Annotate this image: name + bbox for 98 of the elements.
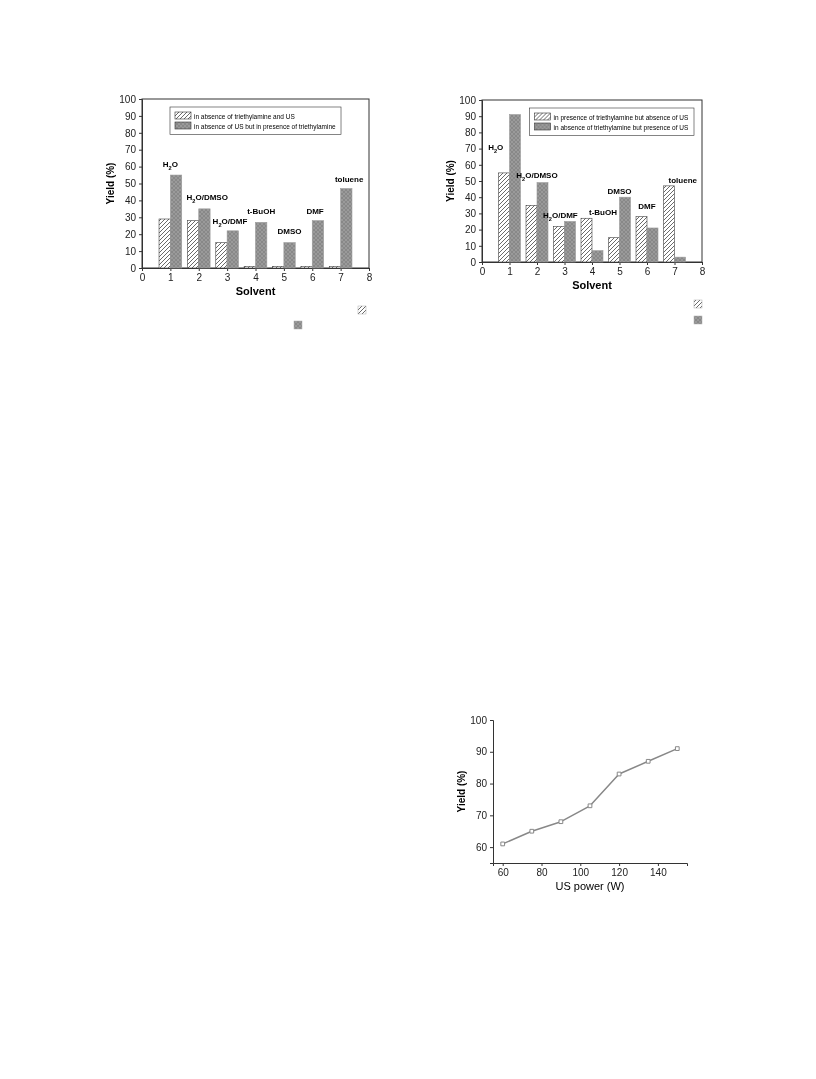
annotation: H$_{2}$O: [162, 159, 178, 171]
y-tick-label: 50: [464, 175, 477, 187]
bar: [170, 174, 183, 269]
x-tick-label: 80: [536, 867, 548, 879]
y-tick-label: 60: [464, 159, 477, 171]
bar: [198, 208, 211, 269]
y-tick-label: 90: [475, 746, 488, 758]
x-tick-label: 1: [507, 266, 514, 278]
annotation: DMF: [638, 201, 656, 211]
y-tick-label: 70: [124, 144, 137, 156]
point: [587, 803, 593, 809]
y-tick-label: 60: [475, 841, 488, 853]
point: [645, 758, 651, 764]
y-axis-title: Yield (%): [445, 160, 456, 202]
y-tick-label: 100: [470, 714, 488, 726]
bar: [591, 250, 604, 263]
y-tick-label: 20: [464, 224, 477, 236]
y-tick-label: 90: [464, 110, 477, 122]
point: [529, 828, 535, 834]
y-tick-label: 90: [124, 110, 137, 122]
point: [558, 819, 564, 825]
point: [616, 771, 622, 777]
bar: [509, 114, 521, 263]
y-axis-title: Yield (%): [456, 770, 467, 813]
bar: [635, 216, 648, 263]
bar: [283, 242, 296, 269]
y-tick-label: 100: [119, 93, 137, 105]
x-tick-label: 3: [562, 266, 569, 278]
x-tick-label: 120: [611, 867, 629, 879]
x-tick-label: 8: [366, 272, 373, 284]
bar: [525, 205, 538, 263]
bar: [619, 196, 631, 263]
x-axis-title: US power (W): [555, 880, 625, 892]
bar: [674, 256, 686, 263]
x-tick-label: 1: [168, 272, 175, 284]
bar: [564, 221, 576, 263]
y-tick-label: 80: [124, 127, 137, 139]
x-tick-label: 140: [650, 867, 668, 879]
bar: [215, 242, 228, 269]
x-tick-label: 2: [534, 266, 541, 278]
bar: [646, 227, 659, 263]
x-axis-title: Solvent: [235, 285, 276, 297]
x-tick-label: 4: [253, 272, 260, 284]
annotation: H$_{2}$O/DMF: [212, 217, 248, 229]
y-tick-label: 0: [470, 256, 477, 268]
y-tick-label: 80: [464, 127, 477, 139]
x-tick-label: 4: [589, 266, 596, 278]
annotation: toluene: [668, 175, 698, 185]
x-tick-label: 5: [281, 272, 288, 284]
x-tick-label: 2: [196, 272, 203, 284]
bar: [580, 217, 593, 263]
x-tick-label: 100: [572, 867, 590, 879]
x-tick-label: 7: [672, 266, 679, 278]
x-tick-label: 8: [699, 266, 706, 278]
y-tick-label: 60: [124, 161, 137, 173]
bar: [158, 218, 171, 269]
annotation: t-BuOH: [247, 206, 276, 216]
annotation: H$_{2}$O: [488, 143, 504, 155]
annotation: t-BuOH: [589, 208, 618, 218]
x-tick-label: 3: [224, 272, 231, 284]
bar: [553, 226, 565, 263]
y-tick-label: 70: [475, 810, 488, 822]
y-tick-label: 100: [459, 94, 477, 106]
bar: [340, 188, 353, 269]
bar: [608, 237, 620, 263]
y-tick-label: 40: [124, 195, 137, 207]
y-tick-label: 20: [124, 228, 137, 240]
y-axis-title: Yield (%): [105, 162, 116, 205]
bar: [226, 230, 239, 269]
x-tick-label: 6: [644, 266, 651, 278]
x-tick-label: 0: [139, 272, 146, 284]
y-tick-label: 10: [124, 245, 137, 257]
y-tick-label: 80: [475, 778, 488, 790]
annotation: H$_{2}$O/DMSO: [186, 193, 228, 205]
bar: [663, 185, 675, 263]
point: [674, 746, 680, 751]
y-tick-label: 10: [464, 240, 477, 252]
y-tick-label: 70: [464, 143, 477, 155]
annotation: DMSO: [607, 186, 632, 196]
x-tick-label: 7: [338, 272, 345, 284]
bar: [536, 182, 549, 263]
x-tick-label: 6: [309, 272, 316, 284]
bar: [187, 220, 200, 269]
bar: [498, 172, 510, 263]
point: [500, 841, 506, 847]
annotation: toluene: [334, 174, 364, 184]
annotation: DMSO: [277, 227, 302, 237]
bar: [311, 220, 324, 269]
y-tick-label: 40: [464, 191, 477, 203]
x-tick-label: 60: [497, 867, 510, 879]
annotation: DMF: [306, 206, 324, 216]
x-tick-label: 5: [617, 266, 624, 278]
y-tick-label: 30: [124, 212, 137, 223]
bar: [255, 222, 268, 269]
y-tick-label: 50: [124, 178, 137, 190]
x-axis-title: Solvent: [572, 279, 613, 291]
y-tick-label: 30: [464, 208, 477, 220]
annotation: H$_{2}$O/DMF: [543, 211, 578, 223]
